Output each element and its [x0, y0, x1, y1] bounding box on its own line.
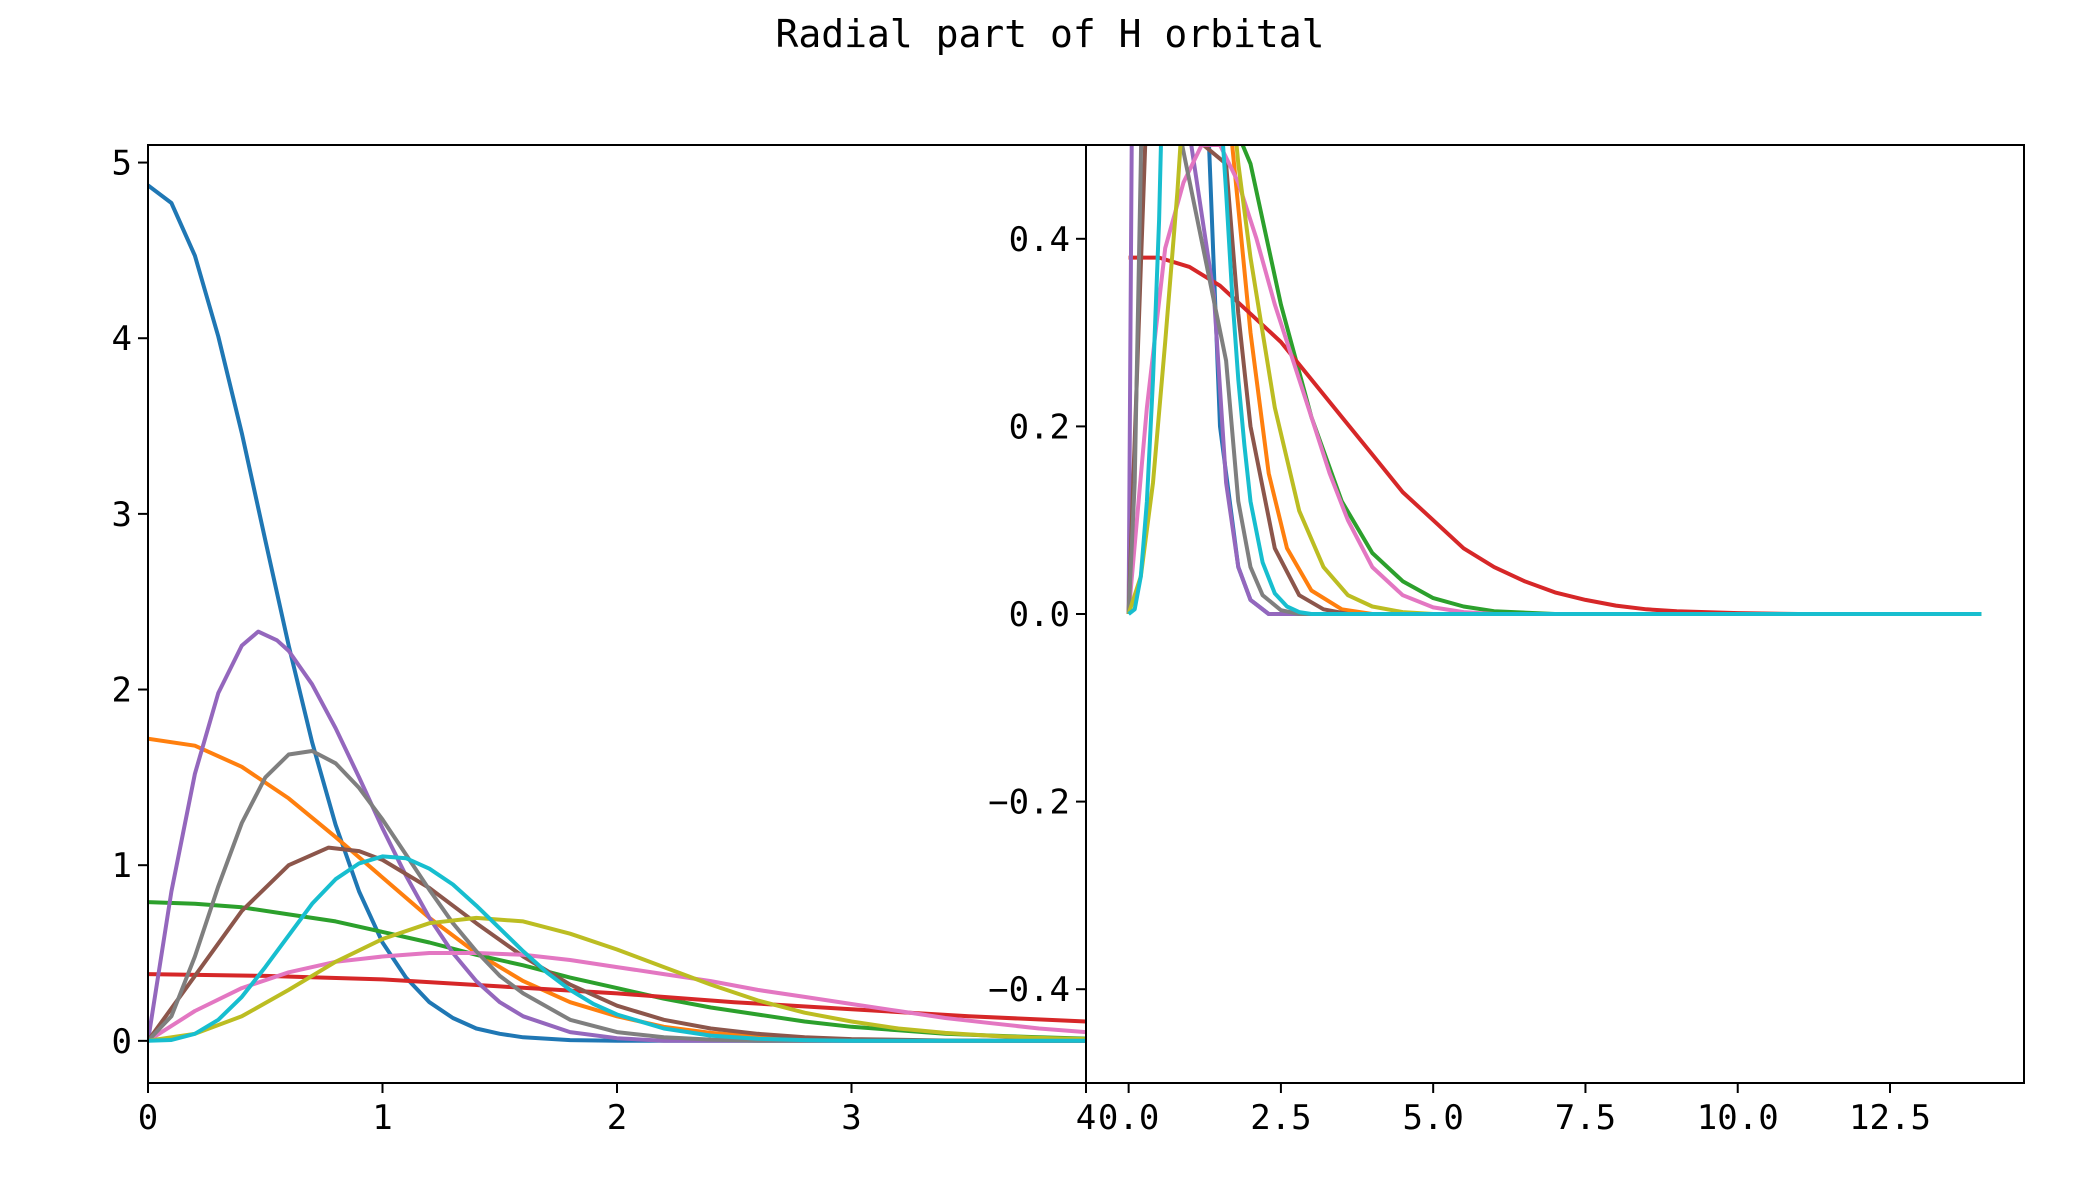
right-series-line-4 — [1128, 255, 1982, 616]
right-x-tick-label: 10.0 — [1697, 1098, 1779, 1138]
left-series-line-1 — [148, 183, 1086, 1043]
right-y-tick-label: 0.4 — [1009, 220, 1070, 260]
right-series-line-8 — [1126, 145, 1982, 616]
left-y-tick-label: 1 — [112, 846, 132, 886]
right-series-line-5 — [1126, 145, 1982, 616]
left-series-line-8 — [148, 749, 1086, 1043]
left-x-tick-label: 1 — [372, 1098, 392, 1138]
left-series-group — [148, 183, 1086, 1043]
left-y-tick-label: 0 — [112, 1022, 132, 1062]
right-series-line-7 — [1126, 145, 1982, 616]
left-x-tick-label: 3 — [841, 1098, 861, 1138]
right-y-tick-label: −0.4 — [988, 970, 1070, 1010]
right-panel: 0.0 2.5 5.0 7.5 10.0 12.5 −0.4 −0.2 0.0 0.2 0.4 — [988, 144, 2025, 1138]
right-x-tick-label: 0.0 — [1098, 1098, 1159, 1138]
left-y-tick-label: 4 — [112, 319, 132, 359]
right-x-tick-label: 5.0 — [1402, 1098, 1463, 1138]
left-y-tick-label: 3 — [112, 495, 132, 535]
right-x-tick-label: 7.5 — [1555, 1098, 1616, 1138]
left-series-line-2 — [148, 736, 1086, 1043]
left-series-line-7 — [148, 951, 1086, 1043]
right-x-tick-label: 12.5 — [1849, 1098, 1931, 1138]
right-y-tick-label: 0.2 — [1009, 407, 1070, 447]
left-x-tick-label: 0 — [138, 1098, 158, 1138]
left-series-line-6 — [148, 845, 1086, 1043]
left-panel: 0 1 2 3 4 0 1 2 3 4 5 — [112, 144, 1097, 1138]
right-x-tick-label: 2.5 — [1250, 1098, 1311, 1138]
left-x-tick-label: 4 — [1076, 1098, 1096, 1138]
right-series-line-9 — [1126, 145, 1982, 616]
left-series-line-10 — [148, 854, 1086, 1043]
right-series-line-10 — [1127, 145, 1982, 616]
right-series-line-2 — [1230, 145, 1982, 616]
right-y-tick-label: −0.2 — [988, 783, 1070, 823]
right-series-line-6 — [1126, 145, 1982, 616]
left-series-line-5 — [148, 629, 1086, 1043]
left-series-line-9 — [148, 915, 1086, 1043]
left-y-tick-label: 5 — [112, 144, 132, 184]
left-axes-frame — [147, 144, 1087, 1084]
left-y-tick-label: 2 — [112, 671, 132, 711]
right-series-line-3 — [1240, 145, 1982, 616]
left-x-tick-label: 2 — [607, 1098, 627, 1138]
right-y-tick-label: 0.0 — [1009, 595, 1070, 635]
right-series-group — [1126, 145, 1982, 616]
figure-title: Radial part of H orbital — [775, 12, 1325, 56]
